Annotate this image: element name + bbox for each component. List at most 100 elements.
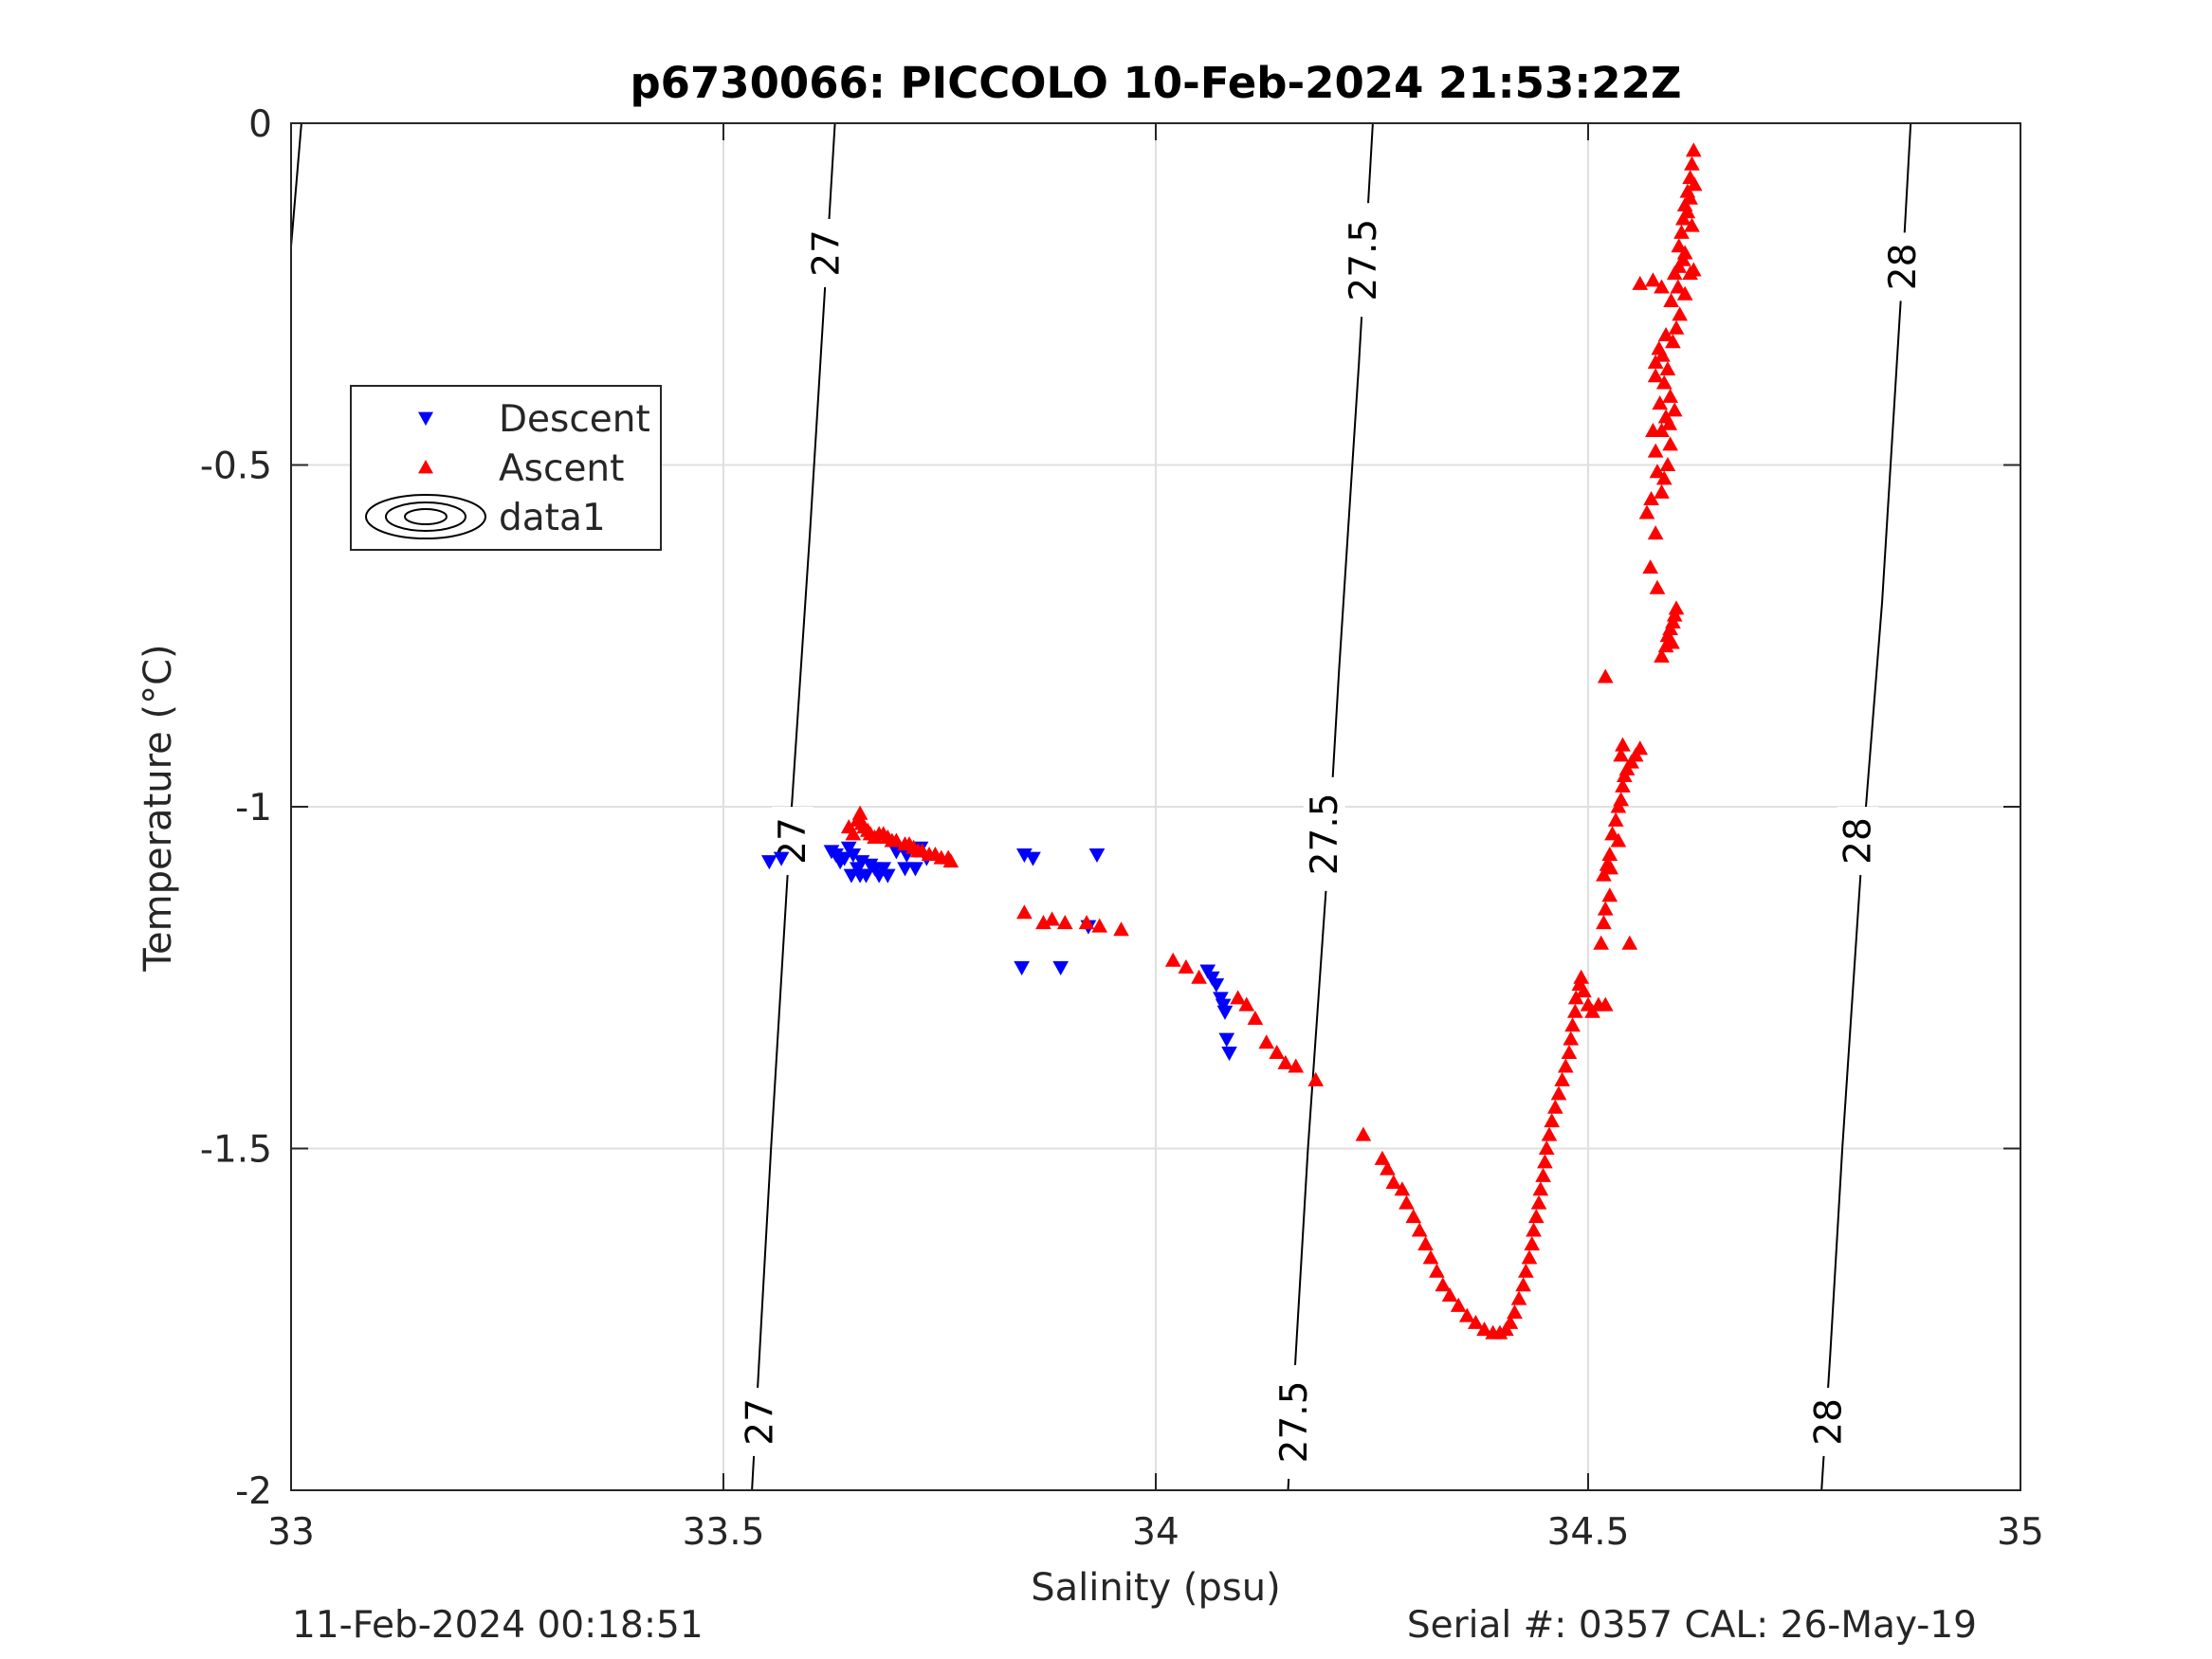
contour-label: 27 xyxy=(806,229,849,277)
data-markers xyxy=(760,142,1703,1340)
ascent-point xyxy=(1679,204,1696,219)
ascent-point xyxy=(1662,436,1678,451)
ascent-point xyxy=(1422,1249,1439,1265)
ascent-point xyxy=(1664,634,1680,649)
legend-contour-marker xyxy=(365,494,486,539)
ascent-point xyxy=(1476,1322,1492,1337)
ascent-point xyxy=(1649,579,1666,594)
legend-ascent-marker xyxy=(418,460,433,474)
ascent-point xyxy=(1385,1175,1402,1190)
ascent-point xyxy=(1537,1154,1553,1169)
ascent-point xyxy=(1613,792,1630,807)
ascent-point xyxy=(1573,969,1590,984)
ascent-point xyxy=(1468,1314,1484,1329)
x-tick-label: 34 xyxy=(1132,1511,1179,1554)
ascent-point xyxy=(1654,647,1670,663)
descent-point xyxy=(773,851,790,866)
ascent-point xyxy=(1576,983,1592,998)
ascent-point xyxy=(1527,1209,1545,1224)
ascent-point xyxy=(1557,1058,1574,1073)
ascent-point xyxy=(845,826,862,841)
ascent-point xyxy=(1601,887,1618,902)
ascent-point xyxy=(1671,238,1688,253)
ascent-point xyxy=(1544,1113,1561,1128)
ascent-point xyxy=(1541,1126,1558,1141)
ascent-point xyxy=(1307,1071,1325,1086)
ascent-point xyxy=(1517,1263,1534,1278)
ascent-point xyxy=(1597,996,1614,1012)
ascent-point xyxy=(1566,1003,1583,1018)
y-tick-label: -1.5 xyxy=(200,1129,272,1172)
descent-point xyxy=(836,851,853,866)
ascent-point xyxy=(1604,826,1620,841)
ascent-point xyxy=(1651,340,1668,356)
x-tick-label: 34.5 xyxy=(1547,1511,1630,1554)
contour-label: 27 xyxy=(739,1398,781,1446)
ascent-point xyxy=(1686,176,1703,191)
ascent-point xyxy=(1230,990,1246,1005)
contour-label-bg xyxy=(739,1387,781,1456)
legend: Descent Ascent data1 xyxy=(350,385,662,551)
ascent-point xyxy=(1561,1045,1578,1060)
ascent-point xyxy=(1682,190,1698,205)
ascent-point xyxy=(1450,1297,1467,1312)
ascent-point xyxy=(942,853,960,868)
ascent-point xyxy=(1659,361,1676,376)
y-axis-label: Temperature (°C) xyxy=(137,644,180,972)
ascent-point xyxy=(1645,422,1661,437)
ascent-point xyxy=(1507,1304,1523,1320)
descent-point xyxy=(1218,1032,1235,1048)
contour-label: 27.5 xyxy=(1343,219,1385,301)
ascent-point xyxy=(1607,811,1624,827)
y-tick-label: -2 xyxy=(235,1470,272,1513)
legend-label: Descent xyxy=(499,398,650,441)
ascent-point xyxy=(1647,443,1664,458)
ascent-point xyxy=(1593,935,1610,950)
contour-label-bg xyxy=(1881,232,1924,301)
ascent-point xyxy=(1661,415,1678,430)
y-tick-label: -1 xyxy=(235,787,272,830)
ascent-point xyxy=(1554,1071,1570,1086)
legend-box xyxy=(350,385,662,551)
ascent-point xyxy=(1164,952,1181,967)
ascent-point xyxy=(1563,1030,1580,1046)
descent-point xyxy=(1014,960,1030,975)
contour-label-bg xyxy=(1807,1387,1850,1456)
ascent-point xyxy=(1597,668,1614,684)
ascent-point xyxy=(1458,1307,1475,1322)
ascent-point xyxy=(1258,1034,1275,1049)
ascent-point xyxy=(1684,217,1700,232)
contour-label-bg xyxy=(805,218,848,287)
ascent-point xyxy=(1668,319,1685,335)
chart-title: p6730066: PICCOLO 10-Feb-2024 21:53:22Z xyxy=(630,58,1681,108)
ascent-point xyxy=(1663,292,1679,307)
ascent-point xyxy=(1672,306,1689,321)
ascent-point xyxy=(1191,969,1207,984)
ascent-point xyxy=(1546,1099,1563,1114)
ascent-point xyxy=(1645,272,1661,287)
ascent-point xyxy=(1647,354,1664,369)
contour-label-bg xyxy=(771,807,814,876)
x-axis-label: Salinity (psu) xyxy=(1031,1566,1280,1610)
ascent-point xyxy=(1526,1222,1542,1237)
ascent-point xyxy=(1515,1277,1531,1292)
ascent-point xyxy=(1417,1235,1434,1250)
ascent-point xyxy=(1685,142,1702,157)
ascent-point xyxy=(1355,1126,1372,1141)
ascent-point xyxy=(1647,525,1664,540)
ascent-point xyxy=(1530,1194,1547,1210)
ascent-point xyxy=(1277,1054,1294,1069)
legend-label: data1 xyxy=(499,497,606,539)
descent-point xyxy=(907,862,923,877)
ascent-point xyxy=(1615,777,1631,793)
ascent-point xyxy=(1288,1058,1305,1073)
contour-label-bg xyxy=(1342,203,1384,318)
ascent-point xyxy=(1532,1181,1549,1196)
ascent-point xyxy=(1429,1263,1445,1278)
ascent-point xyxy=(1615,737,1631,752)
axis-ticks: 33 33.5 34 34.5 35 0 -0.5 -1 -1.5 -2 xyxy=(200,103,2044,1554)
ascent-point xyxy=(1676,285,1693,301)
ascent-point xyxy=(1411,1222,1428,1237)
